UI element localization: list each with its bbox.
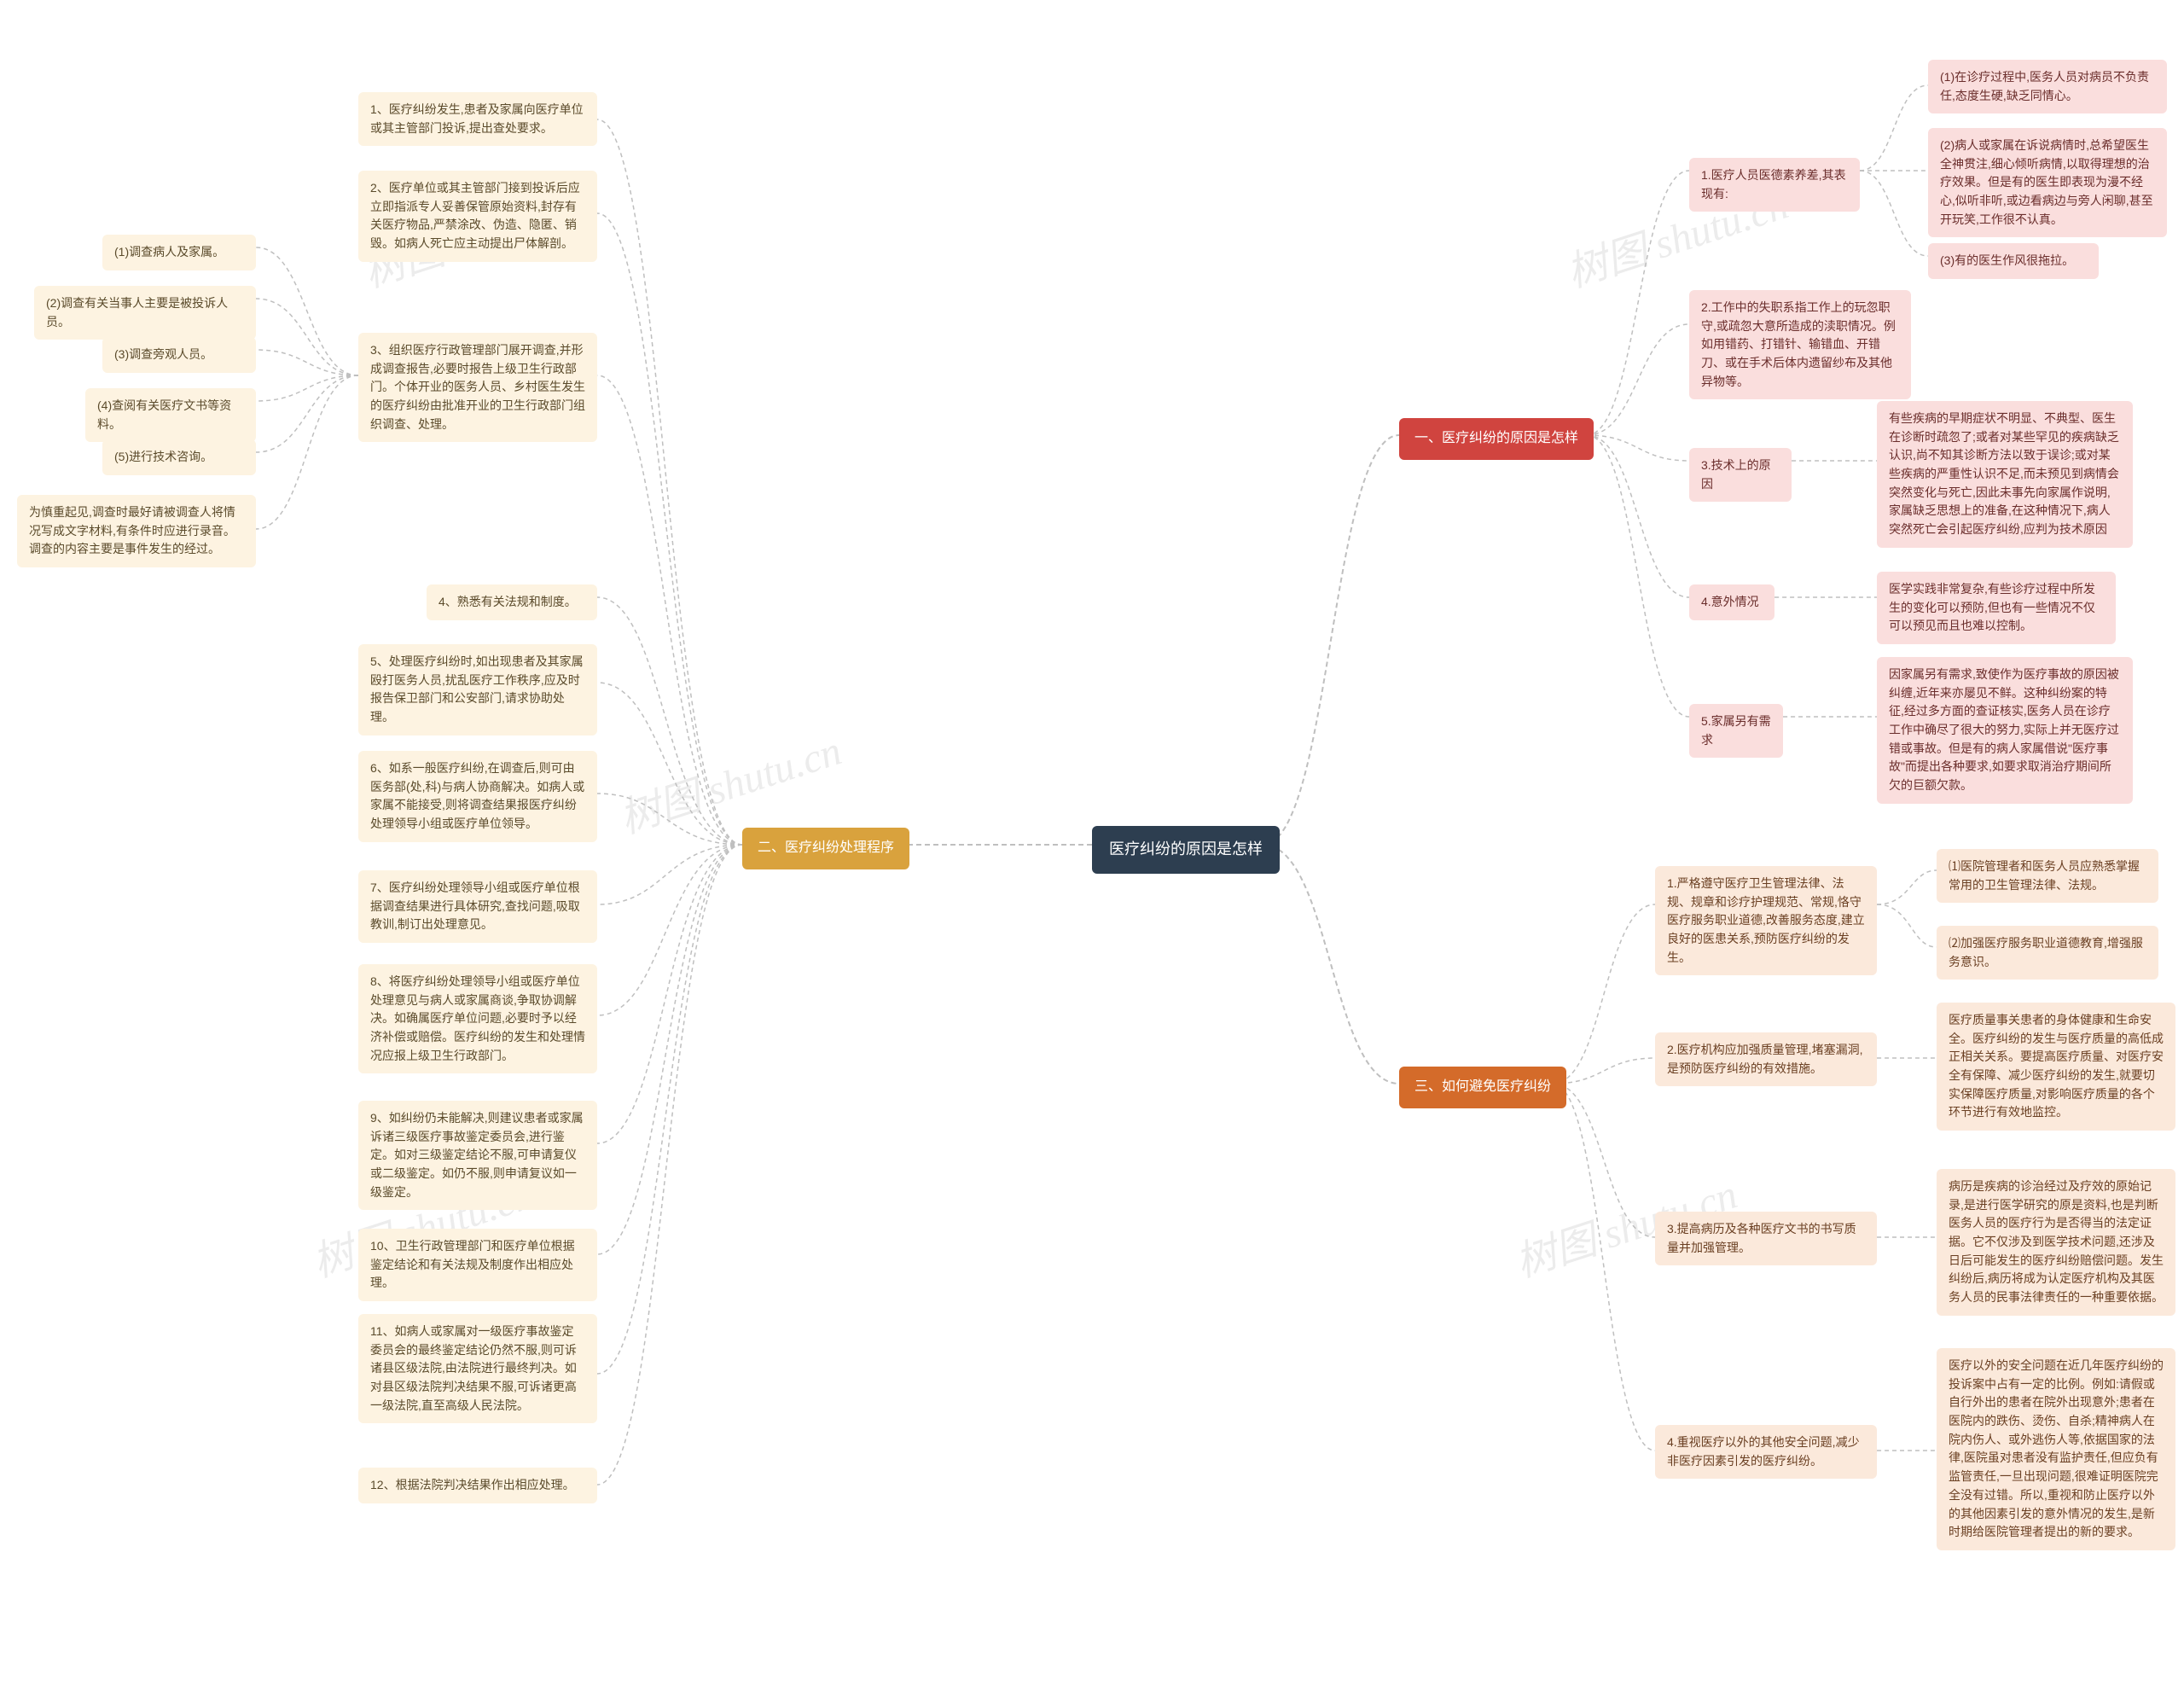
b2-item1[interactable]: 1、医疗纠纷发生,患者及家属向医疗单位或其主管部门投诉,提出查处要求。	[358, 92, 597, 146]
b2-item12[interactable]: 12、根据法院判决结果作出相应处理。	[358, 1468, 597, 1503]
b2-i3-sub5[interactable]: (5)进行技术咨询。	[102, 439, 256, 475]
b2-i3-sub4[interactable]: (4)查阅有关医疗文书等资料。	[85, 388, 256, 442]
b2-item9[interactable]: 9、如纠纷仍未能解决,则建议患者或家属诉诸三级医疗事故鉴定委员会,进行鉴定。如对…	[358, 1101, 597, 1210]
root-node[interactable]: 医疗纠纷的原因是怎样	[1092, 826, 1280, 874]
b1-i1-sub3[interactable]: (3)有的医生作风很拖拉。	[1928, 243, 2099, 279]
b2-item4[interactable]: 4、熟悉有关法规和制度。	[427, 584, 597, 620]
b1-item3-note: 有些疾病的早期症状不明显、不典型、医生在诊断时疏忽了;或者对某些罕见的疾病缺乏认…	[1877, 401, 2133, 548]
b2-item3[interactable]: 3、组织医疗行政管理部门展开调查,并形成调查报告,必要时报告上级卫生行政部门。个…	[358, 333, 597, 442]
b1-item2[interactable]: 2.工作中的失职系指工作上的玩忽职守,或疏忽大意所造成的渎职情况。例如用错药、打…	[1689, 290, 1911, 399]
b3-item2[interactable]: 2.医疗机构应加强质量管理,堵塞漏洞,是预防医疗纠纷的有效措施。	[1655, 1032, 1877, 1086]
b2-item8[interactable]: 8、将医疗纠纷处理领导小组或医疗单位处理意见与病人或家属商谈,争取协调解决。如确…	[358, 964, 597, 1073]
b2-i3-sub3[interactable]: (3)调查旁观人员。	[102, 337, 256, 373]
b3-item4[interactable]: 4.重视医疗以外的其他安全问题,减少非医疗因素引发的医疗纠纷。	[1655, 1425, 1877, 1479]
b1-item3[interactable]: 3.技术上的原因	[1689, 448, 1792, 502]
branch-process[interactable]: 二、医疗纠纷处理程序	[742, 828, 909, 869]
b1-item1[interactable]: 1.医疗人员医德素养差,其表现有:	[1689, 158, 1860, 212]
b3-item1[interactable]: 1.严格遵守医疗卫生管理法律、法规、规章和诊疗护理规范、常规,恪守医疗服务职业道…	[1655, 866, 1877, 975]
b2-i3-sub6[interactable]: 为慎重起见,调查时最好请被调查人将情况写成文字材料,有条件时应进行录音。调查的内…	[17, 495, 256, 567]
b3-i1-sub1[interactable]: ⑴医院管理者和医务人员应熟悉掌握常用的卫生管理法律、法规。	[1937, 849, 2158, 903]
b3-item4-note: 医疗以外的安全问题在近几年医疗纠纷的投诉案中占有一定的比例。例如:请假或自行外出…	[1937, 1348, 2175, 1550]
b1-item4[interactable]: 4.意外情况	[1689, 584, 1774, 620]
branch-causes[interactable]: 一、医疗纠纷的原因是怎样	[1399, 418, 1594, 460]
b2-item5[interactable]: 5、处理医疗纠纷时,如出现患者及其家属殴打医务人员,扰乱医疗工作秩序,应及时报告…	[358, 644, 597, 736]
b1-item5-note: 因家属另有需求,致使作为医疗事故的原因被纠缠,近年来亦屡见不鲜。这种纠纷案的特征…	[1877, 657, 2133, 804]
b2-i3-sub2[interactable]: (2)调查有关当事人主要是被投诉人员。	[34, 286, 256, 340]
b2-i3-sub1[interactable]: (1)调查病人及家属。	[102, 235, 256, 270]
b2-item6[interactable]: 6、如系一般医疗纠纷,在调查后,则可由医务部(处,科)与病人协商解决。如病人或家…	[358, 751, 597, 842]
branch-avoid[interactable]: 三、如何避免医疗纠纷	[1399, 1067, 1566, 1108]
watermark: 树图 shutu.cn	[611, 717, 848, 845]
b1-item5[interactable]: 5.家属另有需求	[1689, 704, 1783, 758]
b2-item7[interactable]: 7、医疗纠纷处理领导小组或医疗单位根据调查结果进行具体研究,查找问题,吸取教训,…	[358, 870, 597, 943]
b3-item2-note: 医疗质量事关患者的身体健康和生命安全。医疗纠纷的发生与医疗质量的高低成正相关关系…	[1937, 1003, 2175, 1131]
b3-item3-note: 病历是疾病的诊治经过及疗效的原始记录,是进行医学研究的原是资料,也是判断医务人员…	[1937, 1169, 2175, 1316]
b3-item3[interactable]: 3.提高病历及各种医疗文书的书写质量并加强管理。	[1655, 1212, 1877, 1265]
b1-i1-sub2[interactable]: (2)病人或家属在诉说病情时,总希望医生全神贯注,细心倾听病情,以取得理想的治疗…	[1928, 128, 2167, 237]
b3-i1-sub2[interactable]: ⑵加强医疗服务职业道德教育,增强服务意识。	[1937, 926, 2158, 980]
b2-item10[interactable]: 10、卫生行政管理部门和医疗单位根据鉴定结论和有关法规及制度作出相应处理。	[358, 1229, 597, 1301]
b1-item4-note: 医学实践非常复杂,有些诊疗过程中所发生的变化可以预防,但也有一些情况不仅可以预见…	[1877, 572, 2116, 644]
b2-item11[interactable]: 11、如病人或家属对一级医疗事故鉴定委员会的最终鉴定结论仍然不服,则可诉诸县区级…	[358, 1314, 597, 1423]
b1-i1-sub1[interactable]: (1)在诊疗过程中,医务人员对病员不负责任,态度生硬,缺乏同情心。	[1928, 60, 2167, 113]
b2-item2[interactable]: 2、医疗单位或其主管部门接到投诉后应立即指派专人妥善保管原始资料,封存有关医疗物…	[358, 171, 597, 262]
